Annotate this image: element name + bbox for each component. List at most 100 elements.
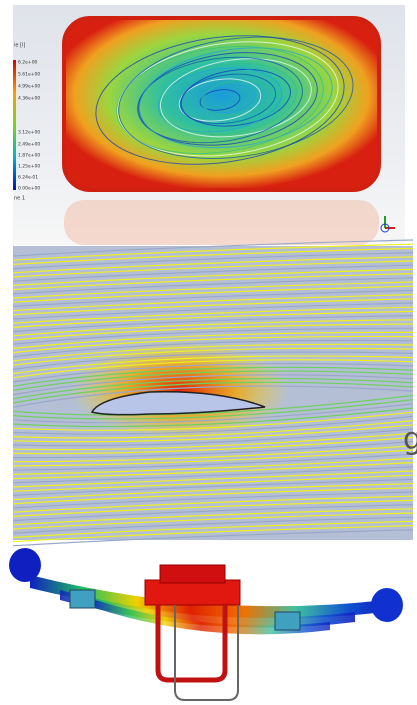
swirl-line	[116, 46, 324, 154]
flow-line	[12, 407, 414, 428]
flow-line	[12, 453, 414, 471]
swirl-line	[158, 62, 297, 135]
flow-line	[12, 260, 414, 278]
flow-line	[12, 420, 414, 439]
swirl-line	[180, 68, 291, 127]
flow-line	[12, 319, 414, 337]
flow-line	[12, 470, 414, 488]
leaf-spring	[9, 548, 403, 701]
flow-line	[12, 428, 414, 447]
side-text: g	[403, 422, 417, 457]
flow-line	[12, 327, 414, 345]
flow-line	[12, 239, 414, 257]
legend: 6.2e+00 5.61e+00 4.99e+00 4.36e+00 3.12e+00 2…	[18, 60, 40, 192]
flow-line	[12, 436, 414, 455]
swirl-line	[137, 56, 303, 144]
flow-line	[12, 331, 414, 349]
flow-line	[12, 294, 414, 312]
flow-line	[12, 394, 414, 416]
flow-line	[12, 310, 414, 328]
flow-line	[12, 362, 414, 383]
flow-line	[12, 508, 414, 526]
legend-label: 3.12e+00	[18, 130, 40, 136]
legend-title: ie [l]	[14, 43, 25, 49]
flow-line	[12, 478, 414, 496]
flow-line	[12, 399, 414, 420]
swirl-line	[95, 35, 345, 165]
flow-line	[12, 374, 414, 396]
flow-line	[12, 495, 414, 513]
flow-line	[12, 252, 414, 270]
swirl-lines	[95, 35, 354, 165]
flow-line	[12, 445, 414, 463]
swirl-line	[157, 67, 283, 133]
flow-line	[12, 335, 414, 354]
flow-line	[12, 520, 414, 538]
legend-label: 4.36e+00	[18, 96, 40, 102]
flow-line	[12, 366, 414, 387]
flow-line	[12, 403, 414, 424]
flow-line	[12, 483, 414, 501]
flow-line	[12, 273, 414, 291]
swirl-line	[179, 73, 277, 125]
flow-line	[12, 411, 414, 431]
flow-line	[12, 281, 414, 299]
flow-line	[12, 306, 414, 324]
flow-line	[12, 441, 414, 459]
flow-line	[12, 264, 414, 282]
flow-line	[12, 504, 414, 522]
flow-line	[12, 525, 414, 543]
flow-line	[12, 298, 414, 316]
swirl-line	[118, 36, 354, 159]
legend-label: 4.99e+00	[18, 84, 40, 90]
swirl-line	[201, 79, 271, 116]
streamlines	[12, 239, 414, 547]
legend-label: 2.49e+00	[18, 142, 40, 148]
flow-line	[12, 359, 414, 379]
legend-label: 0.00e+00	[18, 186, 40, 192]
flow-line	[12, 351, 414, 370]
flow-line	[12, 277, 414, 295]
legend-label: 1.87e+00	[18, 153, 40, 159]
legend-colorbar	[13, 60, 16, 190]
flow-line	[12, 415, 414, 435]
flow-line	[12, 315, 414, 333]
flow-line	[12, 339, 414, 358]
flow-line	[12, 256, 414, 274]
flow-line	[12, 499, 414, 517]
legend-footer: ne 1	[14, 196, 25, 202]
flow-line	[12, 491, 414, 509]
flow-line	[12, 247, 414, 265]
legend-label: 5.61e+00	[18, 72, 40, 78]
tank-streamlines	[62, 16, 381, 192]
flow-line	[12, 302, 414, 320]
flow-line	[12, 347, 414, 366]
flow-line	[12, 529, 414, 547]
swirl-line	[117, 41, 339, 157]
swirl-line	[199, 89, 241, 111]
flow-line	[12, 432, 414, 451]
flow-line	[12, 268, 414, 286]
reflection	[64, 200, 379, 245]
flow-line	[12, 323, 414, 341]
flow-line	[12, 424, 414, 443]
flow-line	[12, 457, 414, 475]
axis-triad	[380, 216, 395, 233]
legend-label: 1.25e+00	[18, 164, 40, 170]
flow-line	[12, 343, 414, 362]
flow-line	[12, 487, 414, 505]
flow-line	[12, 512, 414, 530]
legend-label: 6.2e+00	[18, 60, 38, 66]
flow-line	[12, 370, 414, 391]
swirl-line	[178, 78, 262, 122]
flow-line	[12, 516, 414, 534]
flow-line	[12, 462, 414, 480]
flow-line	[12, 285, 414, 303]
flow-line	[12, 474, 414, 492]
flow-line	[12, 381, 414, 404]
flow-line	[12, 449, 414, 467]
airfoil	[90, 391, 266, 416]
flow-line	[12, 355, 414, 375]
